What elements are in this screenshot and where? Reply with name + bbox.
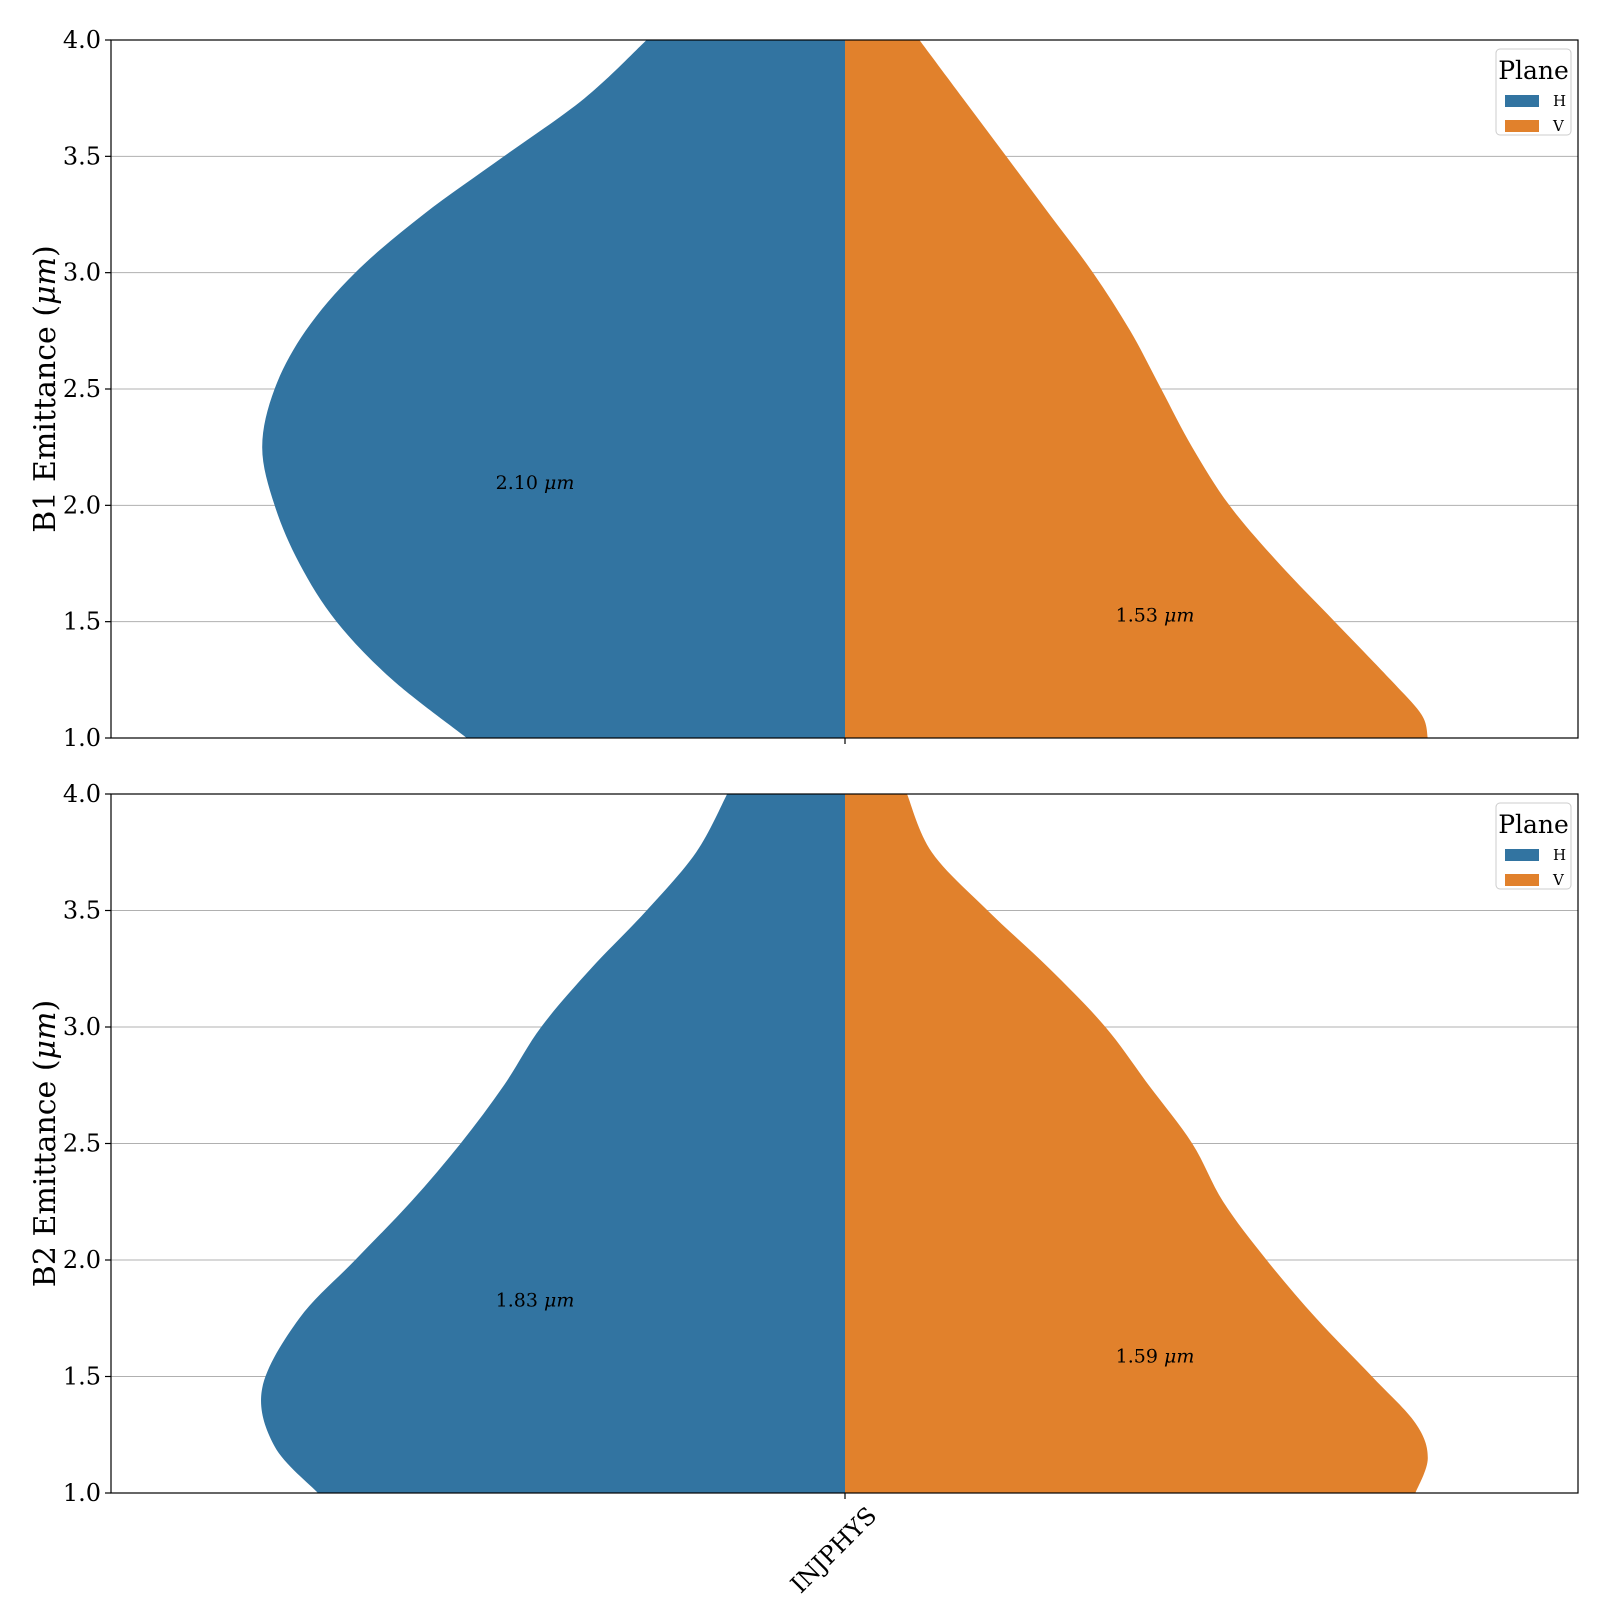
y-tick-label: 3.5 (63, 897, 101, 925)
legend-title: Plane (1498, 56, 1569, 85)
y-axis-label: B2 Emittance (μm) (28, 1000, 63, 1287)
y-tick-label: 3.5 (63, 142, 101, 170)
x-tick-label: INJPHYS (785, 1501, 882, 1598)
y-tick-label: 1.0 (63, 1479, 101, 1507)
violin-half-v[interactable] (845, 38, 1428, 740)
chart-panel-2: 1.83 μm 1.59 μm 1.0 1.5 2.0 2.5 3.0 3.5 4.0 B2 Em… (28, 780, 1579, 1599)
legend-swatch-v (1505, 120, 1539, 132)
y-tick-label: 2.0 (63, 491, 101, 519)
y-tick-label: 3.0 (63, 259, 101, 287)
y-tick-label: 2.5 (63, 375, 101, 403)
violin-half-v[interactable] (845, 792, 1428, 1495)
violin-half-h[interactable] (261, 792, 845, 1495)
y-axis-label: B1 Emittance (μm) (28, 245, 63, 532)
violin-group (261, 792, 1428, 1495)
legend-entry-h: H (1553, 92, 1566, 110)
violin-half-h[interactable] (262, 38, 845, 740)
value-label-h: 2.10 μm (496, 472, 575, 494)
legend-box (1495, 48, 1572, 136)
y-tick-label: 4.0 (63, 26, 101, 54)
legend-entry-v: V (1552, 117, 1565, 135)
y-tick-label: 4.0 (63, 780, 101, 808)
legend-swatch-v (1505, 874, 1539, 886)
y-tick-label: 3.0 (63, 1013, 101, 1041)
legend: Plane HV (1495, 802, 1572, 890)
y-tick-label: 1.5 (63, 1363, 101, 1391)
y-tick-label: 1.5 (63, 608, 101, 636)
legend-entry-h: H (1553, 846, 1566, 864)
y-tick-label: 2.0 (63, 1246, 101, 1274)
legend-swatch-h (1505, 95, 1539, 107)
legend: Plane HV (1495, 48, 1572, 136)
legend-box (1495, 802, 1572, 890)
y-tick-label: 2.5 (63, 1130, 101, 1158)
legend-entry-v: V (1552, 871, 1565, 889)
value-label-h: 1.83 μm (496, 1290, 575, 1312)
value-label-v: 1.53 μm (1116, 605, 1195, 627)
legend-title: Plane (1498, 810, 1569, 839)
violin-group (262, 38, 1428, 740)
chart-panel-1: 2.10 μm 1.53 μm 1.0 1.5 2.0 2.5 3.0 3.5 4.0 B1 Em… (28, 26, 1579, 752)
value-label-v: 1.59 μm (1116, 1346, 1195, 1368)
y-tick-label: 1.0 (63, 724, 101, 752)
legend-swatch-h (1505, 849, 1539, 861)
